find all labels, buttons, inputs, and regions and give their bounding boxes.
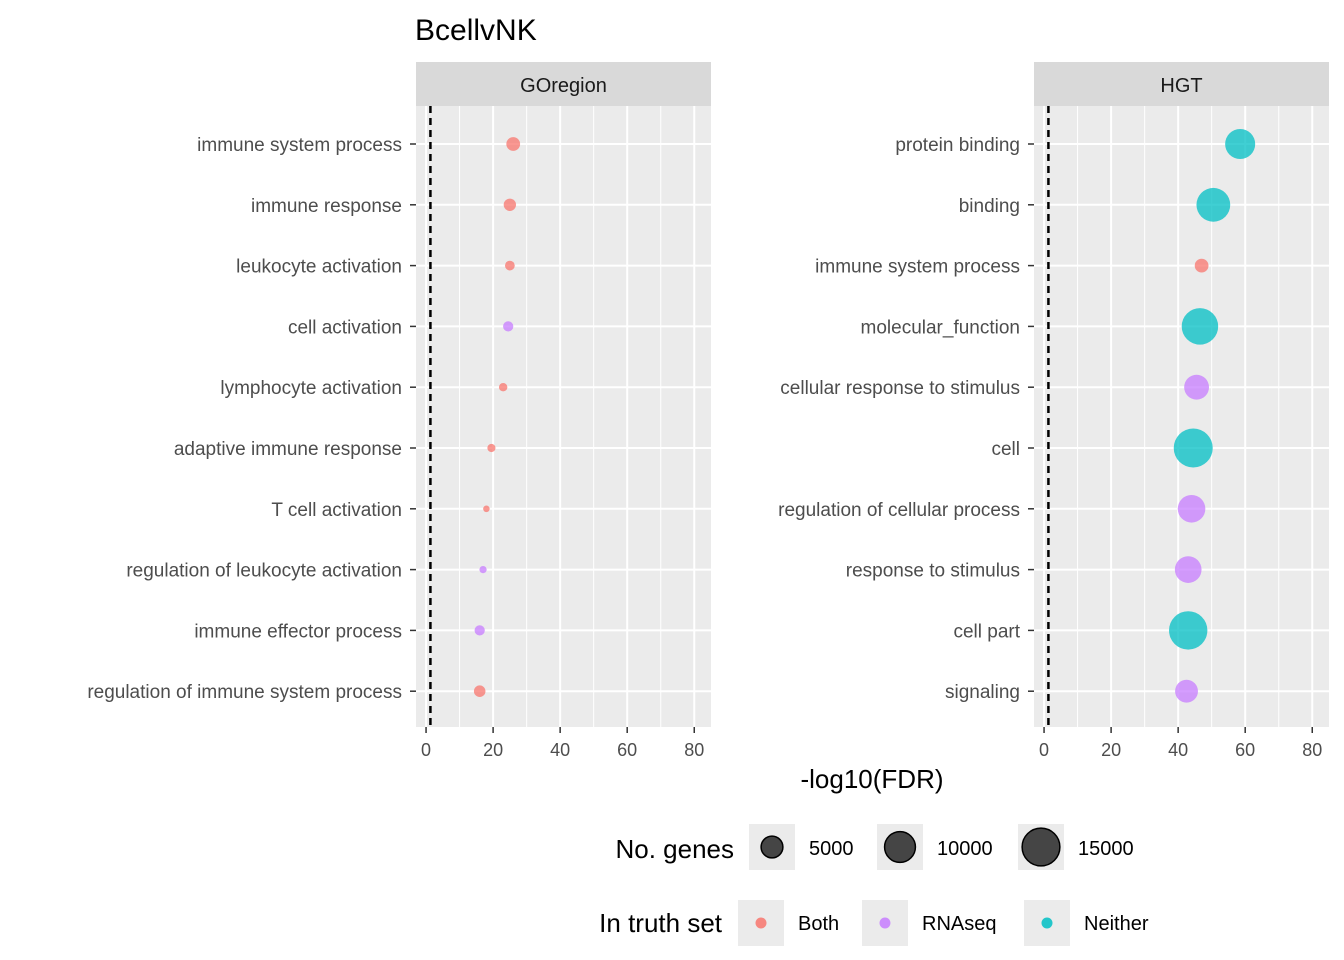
facet-panel: GOregion 0 20 40 60 80 immune system process im… <box>87 62 711 760</box>
data-point <box>1225 128 1256 160</box>
category-label: binding <box>959 196 1020 217</box>
color-legend: In truth set Both RNAseq Neither <box>599 900 1149 946</box>
category-label: cell <box>991 439 1020 460</box>
x-tick-label: 20 <box>483 740 503 760</box>
color-legend-label: Both <box>798 913 839 935</box>
data-point <box>1196 187 1231 222</box>
size-legend-circle <box>1021 827 1061 867</box>
color-legend-dot <box>1041 917 1053 929</box>
category-label: cell part <box>953 621 1020 642</box>
data-point <box>473 685 486 697</box>
data-point <box>1194 258 1209 273</box>
category-label: cellular response to stimulus <box>780 378 1020 399</box>
data-point <box>504 260 515 271</box>
category-label: lymphocyte activation <box>220 378 402 399</box>
x-axis-title: -log10(FDR) <box>800 764 943 794</box>
category-label: cell activation <box>288 317 402 338</box>
category-label: immune response <box>251 196 402 217</box>
data-point <box>506 137 521 151</box>
facet-strip <box>1034 62 1329 106</box>
category-label: leukocyte activation <box>236 257 402 278</box>
size-legend-label: 5000 <box>809 838 854 860</box>
x-tick-label: 80 <box>684 740 704 760</box>
x-tick-label: 0 <box>421 740 431 760</box>
facet-strip <box>416 62 711 106</box>
data-point <box>1173 428 1213 468</box>
data-point <box>1181 308 1219 345</box>
x-tick-label: 80 <box>1302 740 1322 760</box>
color-legend-dot <box>879 917 891 929</box>
size-legend: No. genes 5000 10000 15000 <box>615 824 1134 870</box>
panel-background <box>416 106 711 727</box>
category-label: immune effector process <box>194 621 402 642</box>
facet-panel: HGT 0 20 40 60 80 protein binding binding immune… <box>778 62 1329 760</box>
data-point <box>483 505 490 513</box>
x-tick-label: 60 <box>1235 740 1255 760</box>
size-legend-circle <box>883 830 917 864</box>
data-point <box>474 625 485 636</box>
size-legend-title: No. genes <box>615 834 734 864</box>
size-legend-label: 10000 <box>937 838 993 860</box>
data-point <box>1177 495 1206 523</box>
data-point <box>498 382 508 392</box>
category-label: protein binding <box>895 135 1020 156</box>
category-label: regulation of cellular process <box>778 500 1020 521</box>
size-legend-label: 15000 <box>1078 838 1134 860</box>
color-legend-title: In truth set <box>599 908 723 938</box>
category-label: regulation of leukocyte activation <box>126 561 402 582</box>
category-label: immune system process <box>815 257 1020 278</box>
x-tick-label: 60 <box>617 740 637 760</box>
category-label: immune system process <box>197 135 402 156</box>
category-label: response to stimulus <box>846 561 1020 582</box>
color-legend-dot <box>755 917 767 929</box>
category-label: molecular_function <box>861 317 1020 338</box>
category-label: regulation of immune system process <box>87 682 402 703</box>
data-point <box>479 565 487 574</box>
color-legend-label: Neither <box>1084 913 1149 935</box>
data-point <box>487 443 496 453</box>
x-tick-label: 20 <box>1101 740 1121 760</box>
x-tick-label: 40 <box>1168 740 1188 760</box>
category-label: adaptive immune response <box>174 439 402 460</box>
chart-title: BcellvNK <box>415 14 537 47</box>
x-tick-label: 40 <box>550 740 570 760</box>
data-point <box>503 321 514 332</box>
x-tick-label: 0 <box>1039 740 1049 760</box>
data-point <box>1175 679 1198 703</box>
facets: GOregion 0 20 40 60 80 immune system process im… <box>87 62 1329 760</box>
data-point <box>503 198 517 211</box>
facet-strip-label: GOregion <box>520 75 607 97</box>
facet-strip-label: HGT <box>1160 75 1202 97</box>
category-label: signaling <box>945 682 1020 703</box>
category-label: T cell activation <box>271 500 402 521</box>
size-legend-circle <box>760 835 784 859</box>
data-point <box>1174 556 1202 583</box>
color-legend-label: RNAseq <box>922 913 996 935</box>
data-point <box>1184 374 1210 400</box>
data-point <box>1169 611 1208 650</box>
